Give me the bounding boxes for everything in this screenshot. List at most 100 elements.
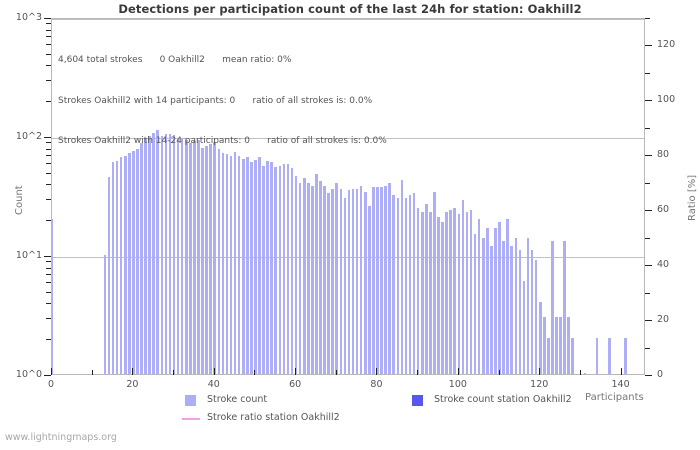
y-axis-tick: [44, 18, 51, 19]
bar: [522, 281, 526, 374]
bar: [449, 209, 452, 374]
bar: [111, 162, 115, 374]
bar: [282, 164, 286, 374]
bar: [233, 152, 237, 374]
bar: [258, 156, 261, 374]
bar: [262, 165, 265, 374]
watermark: www.lightningmaps.org: [5, 432, 117, 443]
bar: [420, 211, 424, 374]
y2-axis-label: 120: [657, 39, 676, 51]
bar: [266, 160, 269, 374]
bar: [115, 160, 119, 374]
bar: [197, 139, 200, 374]
bar: [307, 183, 310, 374]
y-axis-label: 10^3: [15, 12, 42, 23]
bar: [510, 245, 514, 374]
y2-axis-tick: [645, 265, 652, 266]
gridline: [52, 138, 644, 139]
bar: [363, 191, 367, 374]
x-axis-label: 20: [126, 379, 139, 390]
y-axis-tick: [46, 339, 51, 340]
y2-axis-label: 60: [657, 204, 670, 216]
bar: [392, 194, 396, 374]
bar: [315, 173, 318, 374]
x-axis-tick: [92, 370, 93, 375]
y2-axis-label: 80: [657, 149, 670, 161]
x-axis-tick: [580, 370, 581, 375]
bar: [119, 157, 123, 374]
y-axis-tick: [46, 318, 51, 319]
y2-axis-label: 40: [657, 259, 670, 271]
y-axis-tick: [46, 184, 51, 185]
bar: [416, 207, 420, 374]
bar: [184, 139, 188, 374]
x-axis-label: 0: [47, 379, 55, 390]
bar: [103, 255, 107, 374]
bar: [408, 194, 412, 374]
bar: [465, 211, 469, 374]
y-axis-tick: [46, 282, 51, 283]
y-axis-tick: [44, 137, 51, 138]
bar: [502, 241, 505, 374]
bar: [376, 187, 379, 374]
y-axis-left-title: Count: [14, 184, 25, 215]
bar: [123, 155, 127, 374]
bar: [245, 157, 249, 374]
chart-legend: Stroke count Stroke count station Oakhill…: [0, 392, 700, 432]
x-axis-label: 140: [611, 379, 630, 390]
bar: [429, 211, 432, 374]
bar: [339, 188, 343, 374]
x-axis-label: 120: [530, 379, 549, 390]
bar: [323, 186, 326, 374]
bar: [433, 191, 436, 374]
legend-swatch: [185, 395, 196, 406]
bar: [136, 148, 139, 374]
bar: [241, 159, 245, 374]
bar: [441, 221, 444, 374]
x-axis-label: 100: [448, 379, 467, 390]
bar: [457, 214, 461, 374]
y2-axis-tick: [645, 155, 652, 156]
bar: [213, 142, 217, 374]
bar: [583, 373, 587, 374]
y-axis-label: 10^0: [15, 369, 42, 380]
y-axis-tick: [46, 23, 51, 24]
x-axis-title: Participants: [585, 392, 644, 403]
bar: [518, 250, 522, 374]
x-axis-tick: [539, 368, 540, 375]
bar: [461, 199, 465, 374]
bar: [270, 162, 273, 374]
bar: [286, 164, 290, 374]
bar: [477, 219, 481, 374]
bar: [148, 136, 151, 374]
y2-axis-tick: [645, 238, 650, 239]
bar: [400, 179, 404, 374]
bar: [624, 338, 627, 374]
bar: [128, 152, 131, 374]
bar: [168, 133, 172, 374]
bar: [201, 147, 204, 374]
bar: [156, 130, 160, 374]
y-axis-label: 10^2: [15, 131, 42, 142]
y-axis-label: 10^1: [15, 250, 42, 261]
legend-label: Stroke count: [207, 394, 268, 405]
bar: [380, 187, 383, 374]
x-axis-tick: [417, 370, 418, 375]
x-axis-tick: [499, 370, 500, 375]
y-axis-tick: [46, 80, 51, 81]
annotation-block: 4,604 total strokes 0 Oakhill2 mean rati…: [58, 27, 387, 176]
annotation-line-2: Strokes Oakhill2 with 14 participants: 0…: [58, 95, 373, 106]
plot-area: [51, 18, 645, 375]
y-axis-tick: [44, 256, 51, 257]
bar: [384, 186, 387, 374]
bar: [140, 142, 143, 374]
bar: [372, 187, 375, 374]
bar: [217, 148, 221, 374]
bar: [530, 250, 534, 374]
y2-axis-tick: [645, 183, 650, 184]
y2-axis-tick: [645, 73, 650, 74]
bar: [205, 146, 208, 374]
bar: [172, 134, 176, 374]
bar: [506, 219, 509, 374]
bar: [551, 241, 554, 374]
